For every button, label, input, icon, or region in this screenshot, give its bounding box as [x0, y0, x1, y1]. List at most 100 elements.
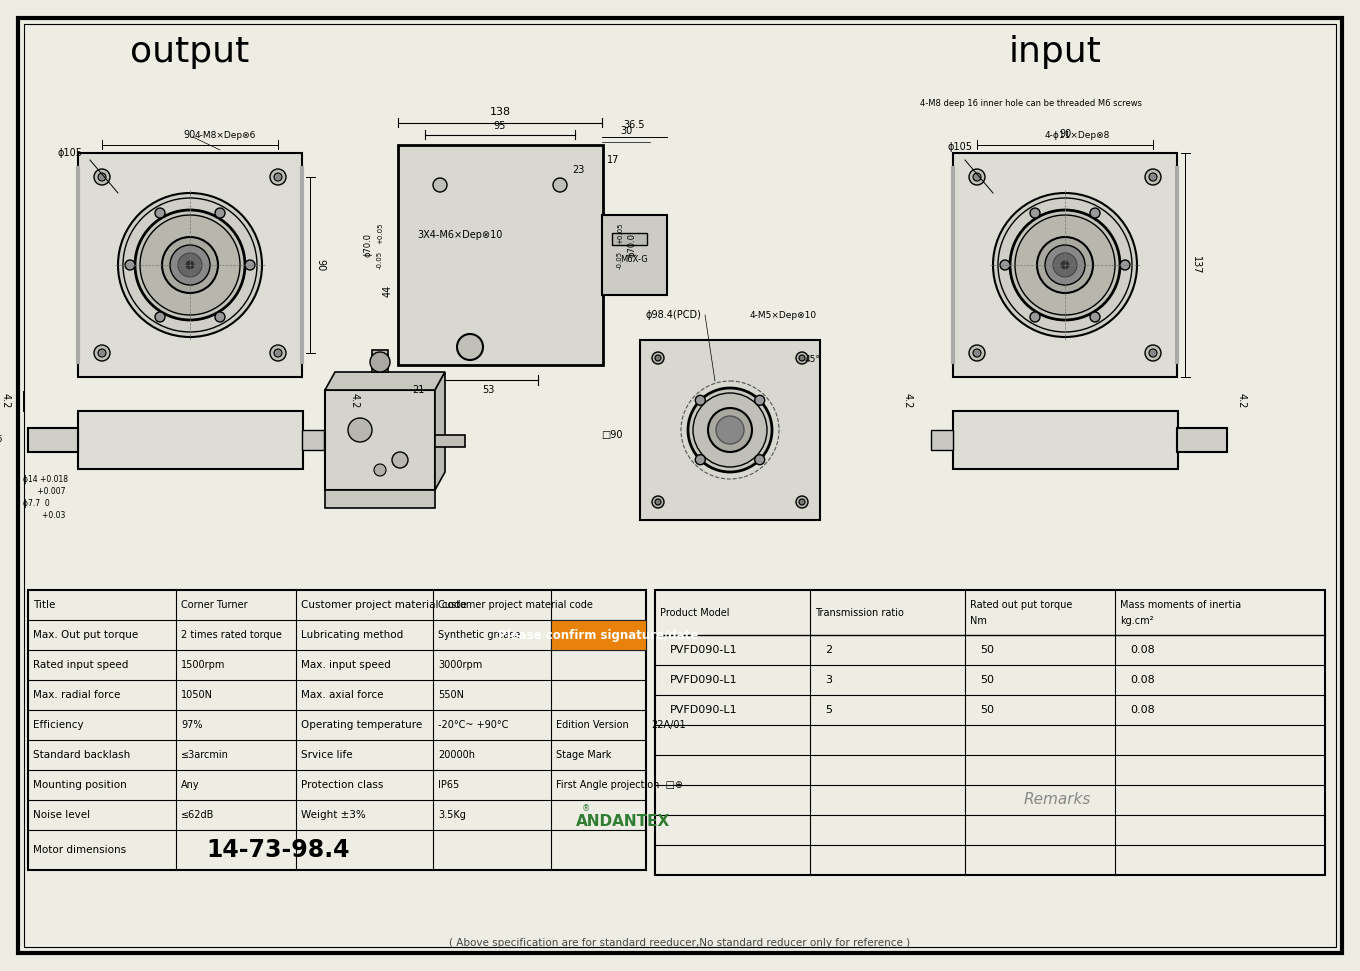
Text: Product Model: Product Model — [660, 608, 729, 618]
Circle shape — [796, 352, 808, 364]
Text: 50: 50 — [981, 645, 994, 655]
Bar — [932, 430, 953, 450]
Text: 1050N: 1050N — [181, 690, 214, 700]
Circle shape — [186, 261, 194, 269]
Circle shape — [755, 395, 764, 405]
Text: ϕ105: ϕ105 — [948, 142, 972, 152]
Circle shape — [432, 178, 447, 192]
Text: 3: 3 — [826, 675, 832, 685]
Text: 5: 5 — [826, 705, 832, 715]
Text: 3.5Kg: 3.5Kg — [438, 810, 466, 820]
Text: 36.5: 36.5 — [623, 120, 645, 130]
Circle shape — [688, 388, 772, 472]
Text: Stage Mark: Stage Mark — [556, 750, 612, 760]
Text: Motor dimensions: Motor dimensions — [33, 845, 126, 855]
Circle shape — [457, 334, 483, 360]
Text: Any: Any — [181, 780, 200, 790]
Text: ≤62dB: ≤62dB — [181, 810, 215, 820]
Text: Mass moments of inertia: Mass moments of inertia — [1121, 599, 1242, 610]
Text: +0.05: +0.05 — [617, 222, 623, 244]
Circle shape — [1149, 349, 1157, 357]
Text: Protection class: Protection class — [301, 780, 384, 790]
Circle shape — [140, 215, 239, 315]
Circle shape — [178, 253, 203, 277]
Circle shape — [94, 345, 110, 361]
Circle shape — [1010, 210, 1121, 320]
Text: output: output — [131, 35, 250, 69]
Text: 20000h: 20000h — [438, 750, 475, 760]
Text: 22A/01: 22A/01 — [651, 720, 685, 730]
Circle shape — [755, 454, 764, 465]
Circle shape — [273, 173, 282, 181]
Text: 0.08: 0.08 — [1130, 705, 1155, 715]
Text: Remarks: Remarks — [1023, 792, 1091, 808]
Circle shape — [1089, 208, 1100, 218]
Text: Synthetic grease: Synthetic grease — [438, 630, 521, 640]
Bar — [29, 590, 646, 870]
Circle shape — [94, 169, 110, 185]
Circle shape — [694, 393, 767, 467]
Circle shape — [972, 349, 981, 357]
Circle shape — [651, 352, 664, 364]
Bar — [551, 620, 646, 650]
Text: 97%: 97% — [181, 720, 203, 730]
Text: 550N: 550N — [438, 690, 464, 700]
Bar — [373, 350, 388, 372]
Text: ϕ70.0: ϕ70.0 — [627, 233, 636, 257]
Text: ≤3arcmin: ≤3arcmin — [181, 750, 228, 760]
Text: PVFD090-L1: PVFD090-L1 — [670, 645, 737, 655]
Text: Customer project material code: Customer project material code — [301, 600, 466, 610]
Circle shape — [796, 496, 808, 508]
Text: 137: 137 — [1191, 255, 1201, 274]
Text: Standard backlash: Standard backlash — [33, 750, 131, 760]
Text: 0.08: 0.08 — [1130, 675, 1155, 685]
Circle shape — [98, 349, 106, 357]
Text: First Angle projection  □⊕: First Angle projection □⊕ — [556, 780, 683, 790]
Circle shape — [968, 345, 985, 361]
Bar — [953, 153, 1176, 377]
Bar — [612, 233, 647, 245]
Circle shape — [972, 173, 981, 181]
Text: 0.08: 0.08 — [1130, 645, 1155, 655]
Text: □90: □90 — [601, 430, 623, 440]
Text: +0.03: +0.03 — [23, 512, 65, 520]
Circle shape — [271, 169, 286, 185]
Text: ANDANTEX: ANDANTEX — [577, 814, 670, 828]
Text: ϕ70.0: ϕ70.0 — [363, 233, 373, 257]
Circle shape — [1044, 245, 1085, 285]
Circle shape — [135, 210, 245, 320]
Text: ϕ14 +0.018: ϕ14 +0.018 — [23, 476, 68, 485]
Text: Corner Turner: Corner Turner — [181, 600, 248, 610]
Bar — [325, 490, 435, 508]
Bar — [602, 215, 666, 295]
Text: IP65: IP65 — [438, 780, 460, 790]
Text: 138: 138 — [490, 107, 510, 117]
Text: Lubricating method: Lubricating method — [301, 630, 404, 640]
Circle shape — [1030, 312, 1040, 322]
Text: 3000rpm: 3000rpm — [438, 660, 483, 670]
Text: 4-M8×Dep⊗6: 4-M8×Dep⊗6 — [194, 130, 257, 140]
Text: 2 times rated torque: 2 times rated torque — [181, 630, 282, 640]
Text: M6X-G: M6X-G — [620, 255, 647, 264]
Circle shape — [374, 464, 386, 476]
Text: ®: ® — [582, 805, 590, 814]
Text: PVFD090-L1: PVFD090-L1 — [670, 675, 737, 685]
Bar — [641, 340, 820, 520]
Text: Max. axial force: Max. axial force — [301, 690, 384, 700]
Text: Customer project material code: Customer project material code — [438, 600, 593, 610]
Text: Transmission ratio: Transmission ratio — [815, 608, 904, 618]
Circle shape — [170, 245, 209, 285]
Text: kg.cm²: kg.cm² — [1121, 616, 1153, 625]
Text: Efficiency: Efficiency — [33, 720, 83, 730]
Text: +0.05: +0.05 — [377, 222, 384, 244]
Circle shape — [125, 260, 135, 270]
Circle shape — [800, 355, 805, 361]
Circle shape — [273, 349, 282, 357]
Circle shape — [656, 499, 661, 505]
Circle shape — [1149, 173, 1157, 181]
Bar — [78, 153, 302, 377]
Text: Please confirm signature/date: Please confirm signature/date — [498, 628, 699, 642]
Circle shape — [370, 352, 390, 372]
Text: 4.2: 4.2 — [1238, 393, 1247, 409]
Circle shape — [348, 418, 373, 442]
